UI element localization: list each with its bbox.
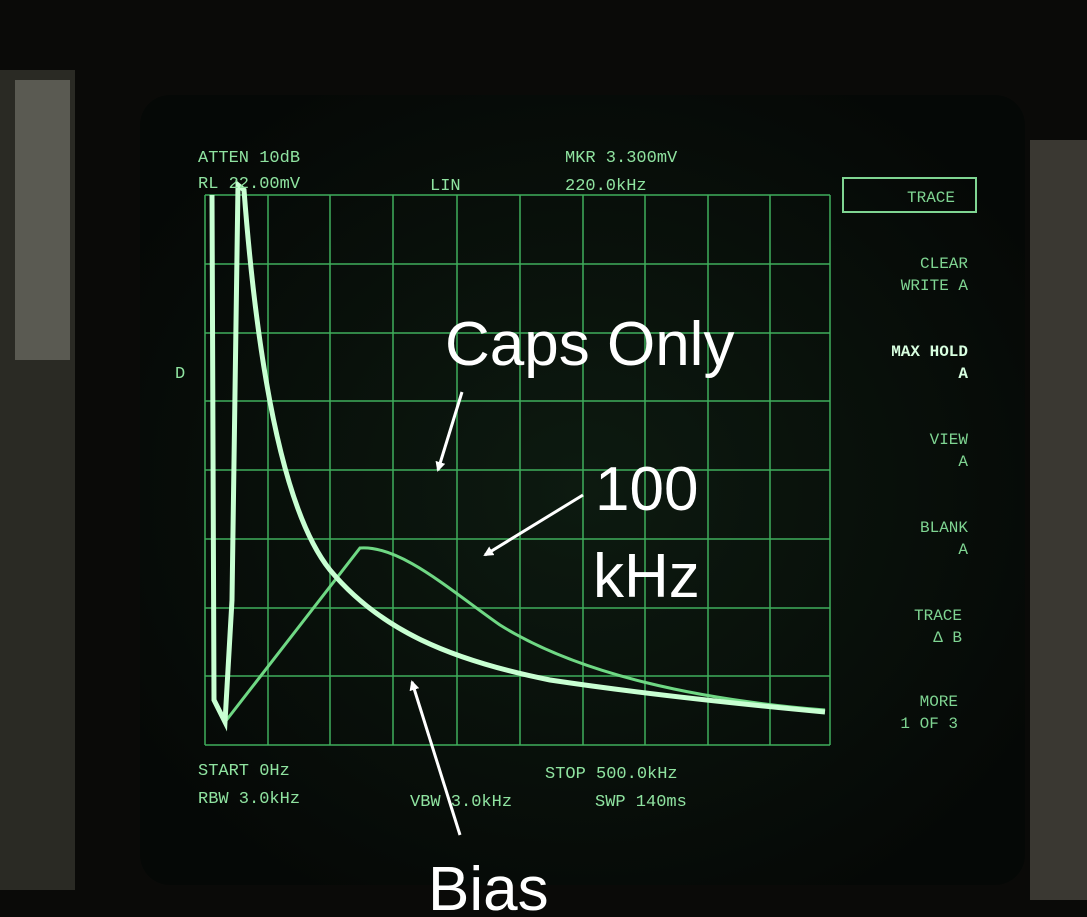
softkey: TRACE xyxy=(914,607,962,625)
annotation-bias: Bias xyxy=(428,855,549,917)
rbw: RBW 3.0kHz xyxy=(198,790,300,809)
annotation-freq: kHz xyxy=(593,542,700,611)
softkey: 1 OF 3 xyxy=(900,715,958,733)
softkey: A xyxy=(958,541,968,559)
annotation-caps-only: Caps Only xyxy=(445,310,734,379)
marker-level: MKR 3.300mV xyxy=(565,149,678,168)
softkey: TRACE xyxy=(907,189,955,207)
marker-freq: 220.0kHz xyxy=(565,177,647,196)
sticker xyxy=(15,80,70,360)
photo: ATTEN 10dB RL 22.00mV LIN MKR 3.300mV 22… xyxy=(0,0,1087,917)
annotation-freq: 100 xyxy=(595,455,698,524)
bezel-right xyxy=(1030,140,1087,900)
ref-level: RL 22.00mV xyxy=(198,175,301,194)
softkey: CLEAR xyxy=(920,255,968,273)
softkey: VIEW xyxy=(930,431,969,449)
softkey: BLANK xyxy=(920,519,968,537)
side-label: D xyxy=(175,365,185,384)
scale: LIN xyxy=(430,177,461,196)
atten: ATTEN 10dB xyxy=(198,149,300,168)
softkey: MORE xyxy=(920,693,958,711)
softkey: A xyxy=(958,453,968,471)
softkey: Δ B xyxy=(933,629,962,647)
softkey: A xyxy=(958,365,968,383)
softkey: WRITE A xyxy=(901,277,969,295)
sweep: SWP 140ms xyxy=(595,793,687,812)
start-freq: START 0Hz xyxy=(198,762,290,781)
softkey: MAX HOLD xyxy=(891,343,968,361)
stop-freq: STOP 500.0kHz xyxy=(545,765,678,784)
vbw: VBW 3.0kHz xyxy=(410,793,512,812)
